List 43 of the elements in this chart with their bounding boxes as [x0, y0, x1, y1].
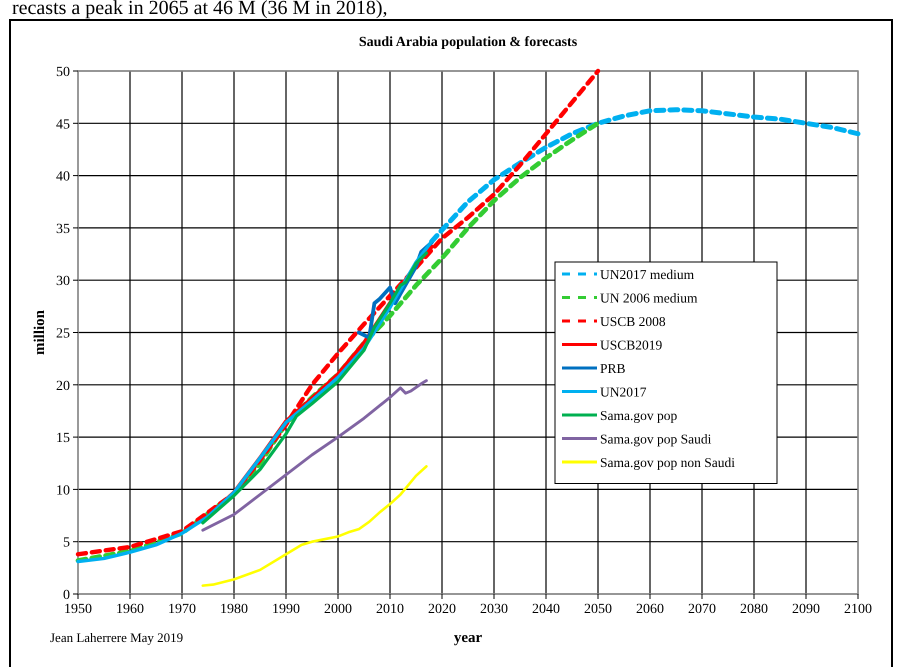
- x-tick-label: 2080: [740, 602, 768, 617]
- y-tick-label: 25: [56, 326, 70, 342]
- x-tick-label: 2030: [480, 602, 508, 617]
- legend-label: USCB2019: [600, 338, 663, 352]
- legend-label: Sama.gov pop: [600, 408, 678, 423]
- legend-label: Sama.gov pop non Saudi: [600, 455, 736, 470]
- y-tick-label: 30: [56, 274, 70, 290]
- x-tick-label: 1950: [64, 602, 92, 617]
- y-tick-label: 20: [56, 378, 70, 394]
- x-tick-label: 2050: [584, 602, 612, 617]
- x-tick-label: 2010: [376, 602, 404, 617]
- x-tick-label: 1970: [168, 602, 196, 617]
- y-tick-label: 40: [56, 170, 70, 185]
- y-tick-label: 45: [56, 117, 70, 132]
- y-axis-title: million: [32, 309, 48, 356]
- x-tick-label: 2000: [324, 602, 352, 617]
- y-tick-label: 0: [63, 588, 70, 603]
- y-tick-label: 35: [56, 222, 70, 237]
- line-series: [202, 465, 428, 587]
- y-tick-label: 10: [56, 483, 70, 498]
- x-tick-label: 2100: [844, 602, 872, 617]
- x-tick-label: 1960: [116, 602, 144, 617]
- x-tick-label: 2090: [792, 602, 820, 617]
- line-series: [201, 379, 428, 532]
- text: recasts a peak in 2065 at 46 M (36 M in 2018),: [12, 0, 388, 19]
- x-tick-label: 1980: [220, 602, 248, 617]
- legend-label: PRB: [600, 361, 626, 376]
- x-tick-label: 1990: [272, 602, 300, 617]
- text: Jean Laherrere May 2019: [50, 630, 184, 645]
- y-tick-label: 5: [63, 536, 70, 551]
- x-axis-title: year: [454, 630, 482, 646]
- x-tick-label: 2040: [532, 602, 560, 617]
- x-tick-label: 2070: [688, 602, 716, 617]
- chart-title: Saudi Arabia population & forecasts: [358, 35, 578, 50]
- x-tick-label: 2060: [636, 602, 664, 617]
- legend-label: UN2017 medium: [600, 267, 695, 282]
- y-tick-label: 15: [56, 431, 70, 446]
- legend-label: UN2017: [600, 384, 647, 400]
- legend-label: Sama.gov pop Saudi: [600, 432, 712, 446]
- legend-label: USCB 2008: [600, 314, 666, 329]
- y-tick-label: 50: [56, 65, 70, 80]
- x-tick-label: 2020: [428, 602, 456, 617]
- legend-label: UN 2006 medium: [600, 290, 698, 306]
